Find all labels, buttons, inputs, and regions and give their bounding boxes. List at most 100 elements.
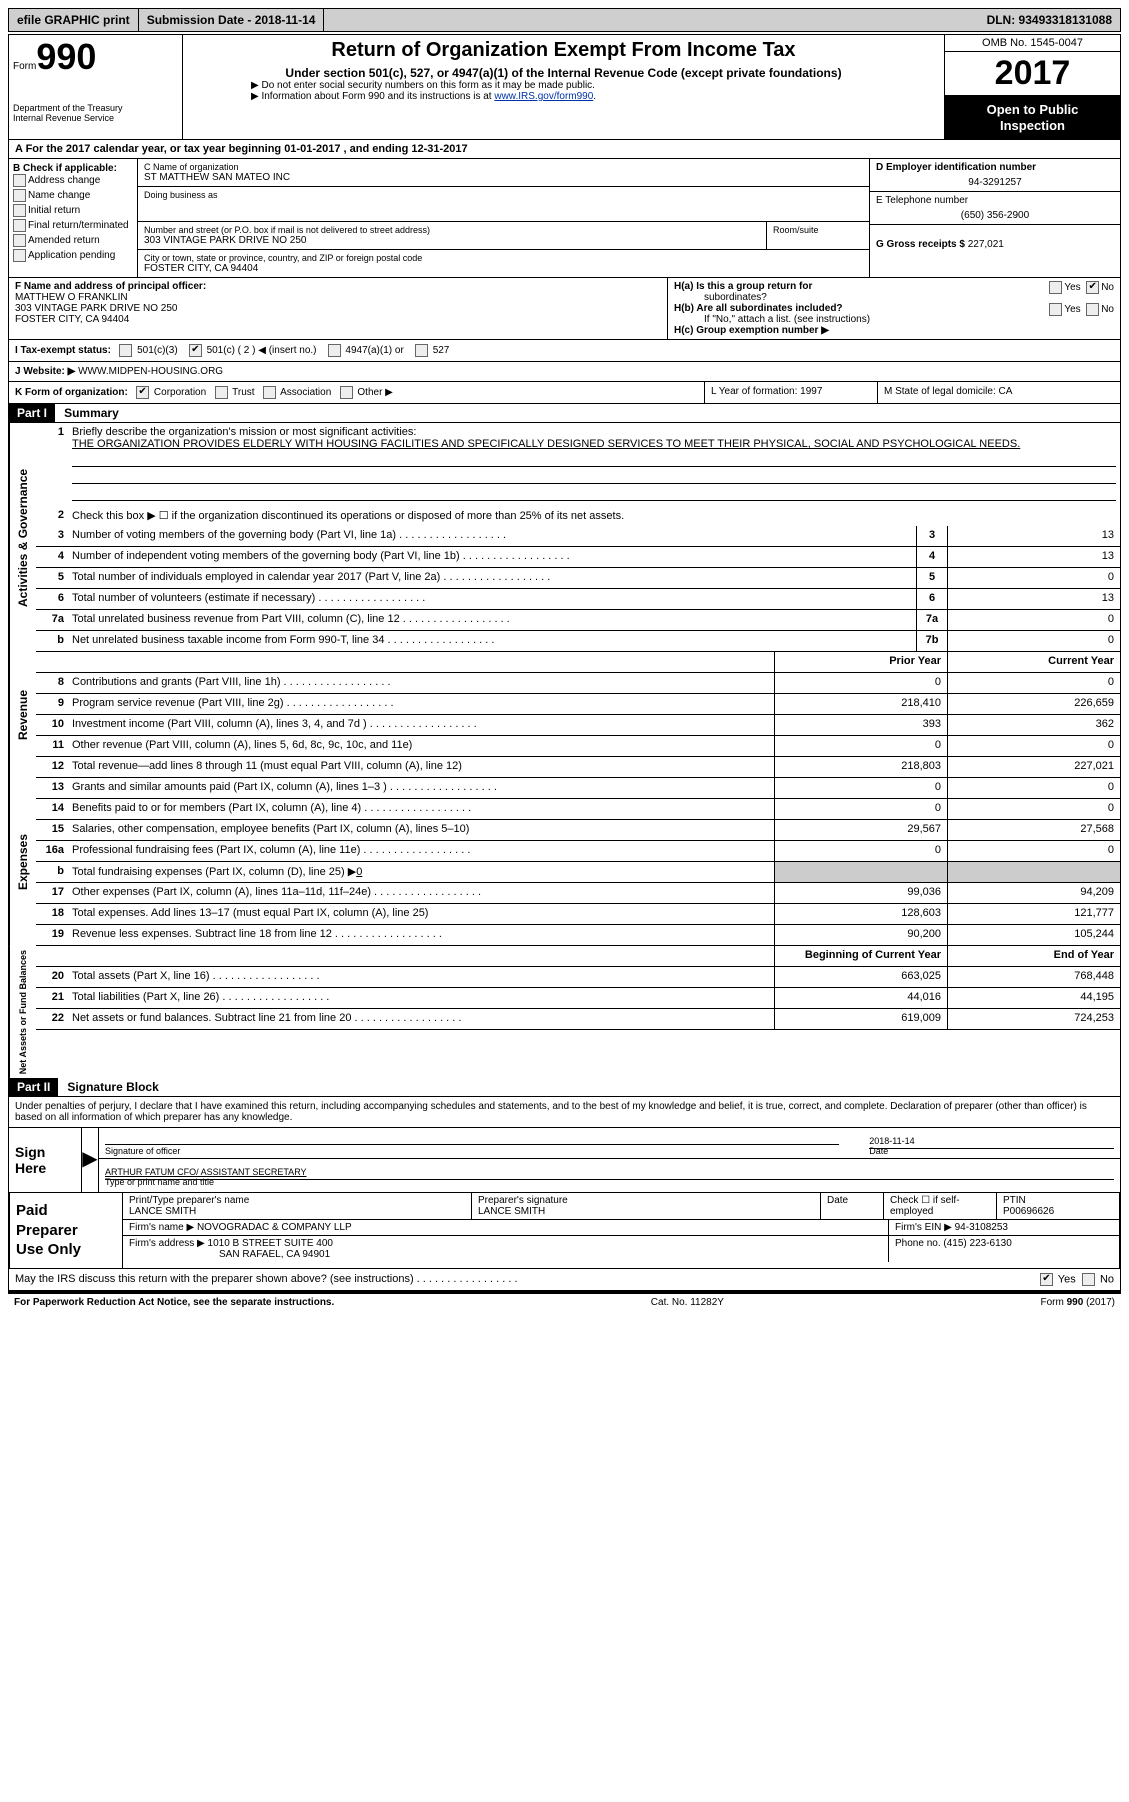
l10: Investment income (Part VIII, column (A)… bbox=[68, 715, 774, 735]
hdr-beg: Beginning of Current Year bbox=[774, 946, 947, 966]
form-label: Form bbox=[13, 61, 36, 72]
gross-receipts-value: 227,021 bbox=[968, 239, 1004, 250]
row-i-taxexempt: I Tax-exempt status: 501(c)(3) ✔ 501(c) … bbox=[9, 340, 1120, 362]
l13: Grants and similar amounts paid (Part IX… bbox=[68, 778, 774, 798]
cb-final-return[interactable]: Final return/terminated bbox=[13, 219, 133, 232]
cb-app-pending[interactable]: Application pending bbox=[13, 249, 133, 262]
hdr-curr: Current Year bbox=[947, 652, 1120, 672]
footer-left: For Paperwork Reduction Act Notice, see … bbox=[14, 1297, 334, 1308]
cb-name-change[interactable]: Name change bbox=[13, 189, 133, 202]
street-value: 303 VINTAGE PARK DRIVE NO 250 bbox=[144, 235, 760, 246]
l6: Total number of volunteers (estimate if … bbox=[68, 589, 916, 609]
row-j-website: J Website: ▶ WWW.MIDPEN-HOUSING.ORG bbox=[9, 362, 1120, 382]
officer-addr1: 303 VINTAGE PARK DRIVE NO 250 bbox=[15, 303, 661, 314]
hb-note: If "No," attach a list. (see instruction… bbox=[674, 314, 1114, 325]
ptin-value: P00696626 bbox=[1003, 1206, 1113, 1217]
l21: Total liabilities (Part X, line 26) bbox=[68, 988, 774, 1008]
room-label: Room/suite bbox=[773, 225, 863, 235]
firm-name: NOVOGRADAC & COMPANY LLP bbox=[197, 1222, 352, 1233]
org-name-label: C Name of organization bbox=[144, 162, 863, 172]
firm-name-label: Firm's name ▶ bbox=[129, 1222, 194, 1233]
l20: Total assets (Part X, line 16) bbox=[68, 967, 774, 987]
prep-selfemp: Check ☐ if self-employed bbox=[884, 1193, 997, 1219]
col-d-ein: D Employer identification number 94-3291… bbox=[869, 159, 1120, 277]
sig-officer-label: Signature of officer bbox=[105, 1144, 839, 1156]
footer-right: Form 990 (2017) bbox=[1041, 1297, 1115, 1308]
col-b-checkboxes: B Check if applicable: Address change Na… bbox=[9, 159, 138, 277]
l3: Number of voting members of the governin… bbox=[68, 526, 916, 546]
discuss-row: May the IRS discuss this return with the… bbox=[9, 1269, 1120, 1292]
city-label: City or town, state or province, country… bbox=[144, 253, 863, 263]
firm-phone: (415) 223-6130 bbox=[943, 1238, 1011, 1249]
omb-number: OMB No. 1545-0047 bbox=[945, 35, 1120, 52]
row-klm: K Form of organization: ✔ Corporation Tr… bbox=[9, 382, 1120, 404]
l1-label: Briefly describe the organization's miss… bbox=[72, 426, 416, 438]
ha-row: H(a) Is this a group return for Yes ✔No … bbox=[674, 281, 1114, 303]
ein-label: D Employer identification number bbox=[876, 162, 1114, 173]
l22: Net assets or fund balances. Subtract li… bbox=[68, 1009, 774, 1029]
firm-ein: 94-3108253 bbox=[955, 1222, 1008, 1233]
officer-name: MATTHEW O FRANKLIN bbox=[15, 292, 661, 303]
netassets-section: Net Assets or Fund Balances Beginning of… bbox=[9, 946, 1120, 1078]
v7a: 0 bbox=[947, 610, 1120, 630]
cb-address-change[interactable]: Address change bbox=[13, 174, 133, 187]
sig-date-label: 2018-11-14 Date bbox=[869, 1148, 1114, 1156]
efile-label: efile GRAPHIC print bbox=[9, 9, 139, 31]
hdr-end: End of Year bbox=[947, 946, 1120, 966]
activities-governance: Activities & Governance 1 Briefly descri… bbox=[9, 423, 1120, 652]
prep-name-label: Print/Type preparer's name bbox=[129, 1195, 465, 1206]
l15: Salaries, other compensation, employee b… bbox=[68, 820, 774, 840]
street-label: Number and street (or P.O. box if mail i… bbox=[144, 225, 760, 235]
irs-link[interactable]: www.IRS.gov/form990 bbox=[494, 91, 593, 102]
l17: Other expenses (Part IX, column (A), lin… bbox=[68, 883, 774, 903]
paid-preparer-label: PaidPreparerUse Only bbox=[10, 1193, 123, 1268]
hb-row: H(b) Are all subordinates included? Yes … bbox=[674, 303, 1114, 314]
part1-header: Part I Summary bbox=[9, 404, 1120, 423]
dept-treasury: Department of the Treasury bbox=[13, 103, 178, 113]
ptin-label: PTIN bbox=[1003, 1195, 1113, 1206]
page-footer: For Paperwork Reduction Act Notice, see … bbox=[8, 1293, 1121, 1311]
l4: Number of independent voting members of … bbox=[68, 547, 916, 567]
form-990: Form990 Department of the Treasury Inter… bbox=[8, 34, 1121, 1293]
submission-date: Submission Date - 2018-11-14 bbox=[139, 9, 325, 31]
ein-value: 94-3291257 bbox=[876, 173, 1114, 188]
dln: DLN: 93493318131088 bbox=[979, 9, 1120, 31]
open-inspection: Open to Public Inspection bbox=[945, 96, 1120, 139]
tel-value: (650) 356-2900 bbox=[876, 206, 1114, 221]
form-subtitle: Under section 501(c), 527, or 4947(a)(1)… bbox=[191, 66, 936, 80]
dba-label: Doing business as bbox=[144, 190, 863, 200]
part2-header: Part II Signature Block bbox=[9, 1078, 1120, 1097]
l7b: Net unrelated business taxable income fr… bbox=[68, 631, 916, 651]
v6: 13 bbox=[947, 589, 1120, 609]
section-fh: F Name and address of principal officer:… bbox=[9, 277, 1120, 340]
sig-name-label: ARTHUR FATUM CFO/ ASSISTANT SECRETARY Ty… bbox=[105, 1179, 1114, 1187]
l1-mission: THE ORGANIZATION PROVIDES ELDERLY WITH H… bbox=[72, 438, 1020, 450]
side-activities: Activities & Governance bbox=[9, 423, 36, 652]
form-number: 990 bbox=[36, 36, 96, 77]
m-state: M State of legal domicile: CA bbox=[878, 382, 1120, 403]
prep-name: LANCE SMITH bbox=[129, 1206, 465, 1217]
v7b: 0 bbox=[947, 631, 1120, 651]
prep-date-label: Date bbox=[821, 1193, 884, 1219]
firm-city: SAN RAFAEL, CA 94901 bbox=[129, 1249, 882, 1260]
l11: Other revenue (Part VIII, column (A), li… bbox=[68, 736, 774, 756]
revenue-section: Revenue Prior YearCurrent Year 8Contribu… bbox=[9, 652, 1120, 778]
note-instructions: ▶ Information about Form 990 and its ins… bbox=[251, 91, 936, 102]
v4: 13 bbox=[947, 547, 1120, 567]
l18: Total expenses. Add lines 13–17 (must eq… bbox=[68, 904, 774, 924]
side-expenses: Expenses bbox=[9, 778, 36, 946]
firm-ein-label: Firm's EIN ▶ bbox=[895, 1222, 952, 1233]
row-a-taxyear: A For the 2017 calendar year, or tax yea… bbox=[9, 139, 1120, 159]
prep-sig-label: Preparer's signature bbox=[478, 1195, 814, 1206]
officer-printed-name: ARTHUR FATUM CFO/ ASSISTANT SECRETARY bbox=[105, 1167, 1114, 1177]
cb-initial-return[interactable]: Initial return bbox=[13, 204, 133, 217]
v3: 13 bbox=[947, 526, 1120, 546]
v5: 0 bbox=[947, 568, 1120, 588]
city-value: FOSTER CITY, CA 94404 bbox=[144, 263, 863, 274]
officer-label: F Name and address of principal officer: bbox=[15, 281, 661, 292]
footer-mid: Cat. No. 11282Y bbox=[651, 1297, 724, 1308]
firm-addr-label: Firm's address ▶ bbox=[129, 1238, 205, 1249]
cb-amended[interactable]: Amended return bbox=[13, 234, 133, 247]
gross-receipts-label: G Gross receipts $ bbox=[876, 239, 965, 250]
form-title: Return of Organization Exempt From Incom… bbox=[191, 39, 936, 62]
